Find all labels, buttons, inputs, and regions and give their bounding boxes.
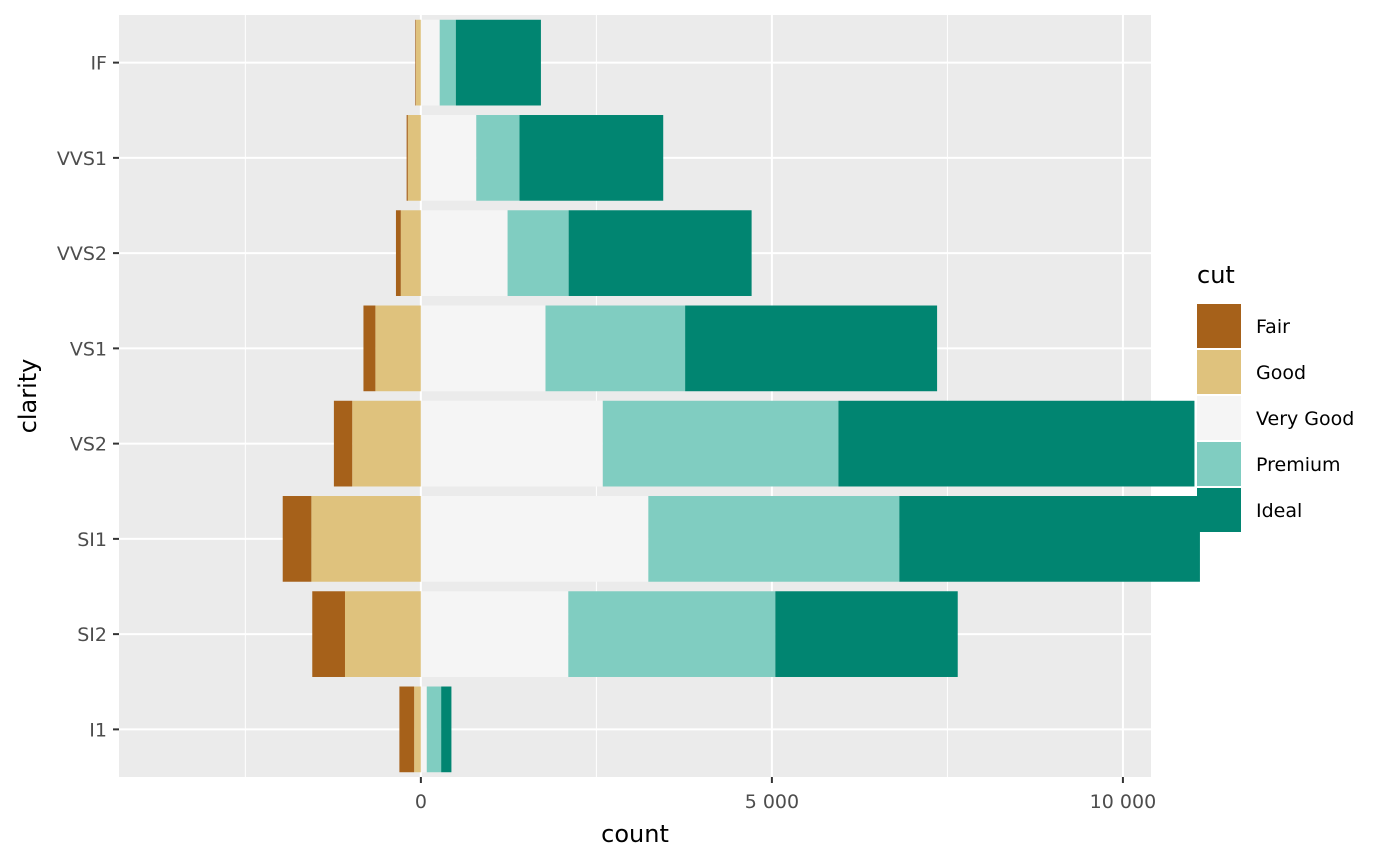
bar-good-vvs1 (407, 115, 421, 201)
bar-very-good-vvs1 (420, 115, 477, 201)
x-tick-label: 5 000 (745, 791, 799, 813)
legend-label: Ideal (1256, 500, 1302, 522)
bar-very-good-if (420, 19, 440, 106)
y-axis-title: clarity (14, 359, 42, 434)
bar-good-vvs2 (400, 210, 421, 296)
legend-title: cut (1197, 261, 1235, 289)
legend-key-ideal (1197, 488, 1241, 532)
x-axis: 0 5 000 10 000 (415, 777, 1156, 813)
bar-ideal-si1 (899, 496, 1200, 582)
bar-premium-si1 (648, 496, 900, 582)
bar-very-good-i1 (420, 686, 427, 773)
y-axis: I1 SI2 SI1 VS2 VS1 VVS2 VVS1 IF (57, 53, 119, 741)
bar-premium-si2 (568, 591, 776, 677)
bar-premium-vvs1 (476, 115, 520, 201)
bar-fair-vs1 (363, 305, 376, 392)
legend-key-good (1197, 350, 1241, 394)
legend-label: Good (1256, 362, 1306, 384)
x-tick-label: 10 000 (1090, 791, 1156, 813)
bar-fair-if (415, 19, 416, 106)
bar-fair-vvs2 (395, 210, 401, 296)
legend: cut Fair Good Very Good Premium Ideal (1197, 261, 1354, 532)
y-tick-label: VVS1 (57, 148, 107, 170)
y-tick-label: I1 (89, 719, 107, 741)
bar-premium-if (439, 19, 456, 106)
bar-ideal-if (455, 19, 541, 106)
bar-ideal-i1 (441, 686, 452, 773)
bar-ideal-vvs2 (568, 210, 752, 296)
y-tick-label: VS1 (70, 338, 107, 360)
legend-label: Fair (1256, 316, 1290, 338)
bar-fair-si1 (282, 496, 312, 582)
y-tick-label: VVS2 (57, 243, 107, 265)
bar-very-good-vvs2 (420, 210, 508, 296)
y-tick-label: SI1 (77, 529, 107, 551)
bar-fair-si2 (312, 591, 345, 677)
bar-good-vs1 (375, 305, 421, 392)
bar-good-vs2 (352, 400, 421, 487)
bar-fair-vs2 (333, 400, 353, 487)
x-axis-title: count (601, 820, 669, 848)
bar-very-good-vs1 (420, 305, 546, 392)
bar-premium-vs1 (545, 305, 686, 392)
bar-ideal-vvs1 (519, 115, 664, 201)
bar-good-si1 (311, 496, 421, 582)
y-tick-label: IF (90, 53, 107, 75)
legend-label: Very Good (1256, 408, 1354, 430)
bar-ideal-si2 (775, 591, 958, 677)
bar-ideal-vs1 (685, 305, 938, 392)
y-tick-label: SI2 (77, 624, 107, 646)
bars (282, 19, 1200, 773)
y-tick-label: VS2 (70, 434, 107, 456)
bar-very-good-si1 (420, 496, 649, 582)
bar-premium-i1 (426, 686, 442, 773)
legend-key-premium (1197, 442, 1241, 486)
bar-premium-vs2 (602, 400, 839, 487)
bar-good-si2 (344, 591, 421, 677)
x-tick-label: 0 (415, 791, 427, 813)
bar-good-i1 (414, 686, 421, 773)
bar-fair-vvs1 (406, 115, 408, 201)
legend-key-very-good (1197, 396, 1241, 440)
bar-very-good-si2 (420, 591, 569, 677)
bar-premium-vvs2 (507, 210, 569, 296)
bar-fair-i1 (399, 686, 415, 773)
legend-key-fair (1197, 304, 1241, 348)
legend-label: Premium (1256, 454, 1341, 476)
bar-good-if (415, 19, 421, 106)
bar-very-good-vs2 (420, 400, 603, 487)
bar-ideal-vs2 (838, 400, 1195, 487)
